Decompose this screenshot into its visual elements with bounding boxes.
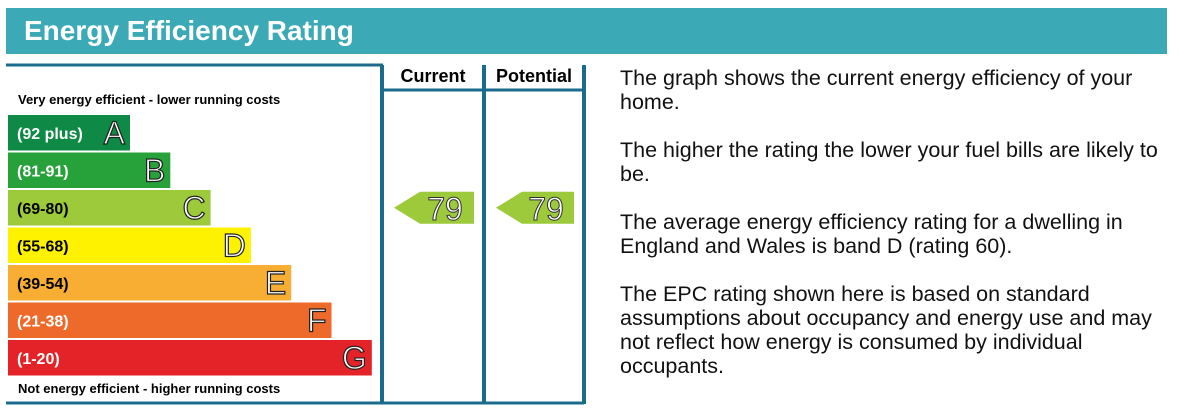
top-descriptor: Very energy efficient - lower running co… <box>18 92 280 107</box>
band-b-bar <box>8 152 171 188</box>
rating-value-potential: 79 <box>528 191 564 227</box>
band-d-letter: D <box>223 227 246 263</box>
description-paragraph-4: The EPC rating shown here is based on st… <box>620 282 1152 378</box>
band-c-bar <box>8 190 211 226</box>
band-g-letter: G <box>342 340 367 376</box>
description-panel: The graph shows the current energy effic… <box>620 66 1168 402</box>
description-paragraph-1: The graph shows the current energy effic… <box>620 66 1133 114</box>
band-c-letter: C <box>182 190 205 226</box>
rating-value-current: 79 <box>427 191 463 227</box>
column-header-current: Current <box>400 66 465 86</box>
description-paragraph-3: The average energy efficiency rating for… <box>620 210 1123 258</box>
bottom-descriptor: Not energy efficient - higher running co… <box>18 381 280 396</box>
band-g-bar <box>8 340 372 376</box>
rating-arrow-current <box>394 191 474 224</box>
band-b-letter: B <box>144 152 165 188</box>
band-a-bar <box>8 115 130 151</box>
description-paragraph-2: The higher the rating the lower your fue… <box>620 138 1158 186</box>
band-f-range: (21-38) <box>17 313 69 330</box>
band-c-range: (69-80) <box>17 201 69 218</box>
band-g-range: (1-20) <box>17 351 60 368</box>
epc-rating-chart: Current Potential Very energy efficient - … <box>6 63 586 405</box>
title-bar: Energy Efficiency Rating <box>6 8 1167 54</box>
band-b-range: (81-91) <box>17 163 69 180</box>
band-a-range: (92 plus) <box>17 126 83 143</box>
band-f-letter: F <box>307 302 327 338</box>
page-title: Energy Efficiency Rating <box>24 15 354 46</box>
band-e-range: (39-54) <box>17 276 69 293</box>
column-header-potential: Potential <box>496 66 572 86</box>
band-f-bar <box>8 302 332 338</box>
rating-arrow-potential <box>496 191 574 224</box>
band-d-bar <box>8 227 251 263</box>
band-a-letter: A <box>104 115 126 151</box>
band-e-bar <box>8 265 292 301</box>
band-e-letter: E <box>265 265 286 301</box>
band-d-range: (55-68) <box>17 238 69 255</box>
